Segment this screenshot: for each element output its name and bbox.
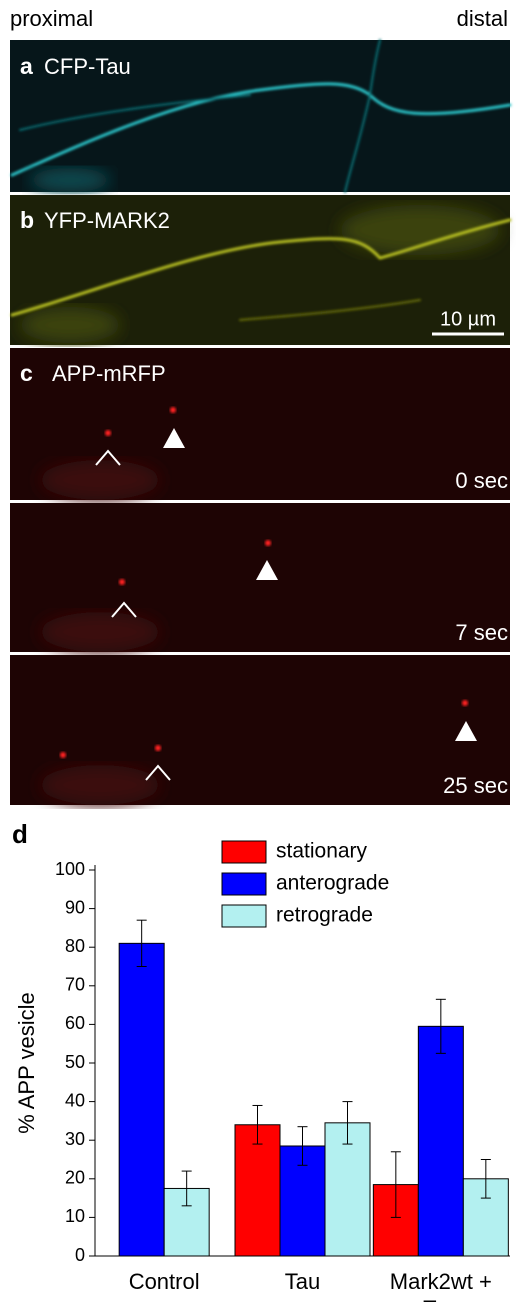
rfp-background [40, 460, 160, 500]
bar [324, 1122, 371, 1257]
bar [234, 1124, 281, 1257]
vesicle [462, 700, 468, 706]
vesicle [155, 745, 161, 751]
y-tick-label: 20 [65, 1168, 85, 1188]
vesicle [265, 540, 271, 546]
x-tick-label: Control [128, 1269, 200, 1294]
time-label: 25 sec [443, 773, 508, 798]
arrowhead-marker [455, 721, 477, 741]
cfp-neurites [10, 39, 512, 193]
proximal-label: proximal [10, 6, 93, 31]
y-axis-label: % APP vesicle [14, 992, 39, 1133]
time-label: 0 sec [455, 468, 508, 493]
rfp-frames: 0 sec 7 sec 25 sec [10, 348, 510, 805]
vesicle [60, 752, 66, 758]
panel-letter: c [20, 360, 33, 386]
caret-marker [145, 764, 171, 781]
panel-title: APP-mRFP [52, 361, 166, 386]
y-tick-label: 100 [55, 859, 85, 879]
caret-marker [111, 601, 137, 618]
bar [118, 942, 165, 1257]
panel-letter: b [20, 207, 34, 233]
yfp-neurites [10, 218, 512, 321]
panel-title: YFP-MARK2 [44, 208, 170, 233]
distal-label: distal [457, 6, 508, 31]
arrowhead-marker [256, 560, 278, 580]
arrowhead-marker [163, 428, 185, 448]
x-tick-label: Tau [284, 1269, 321, 1294]
y-tick-label: 60 [65, 1013, 85, 1033]
panel-letter: a [20, 53, 33, 79]
cfp-image [10, 40, 510, 192]
caret-marker [95, 449, 121, 466]
legend-swatch [221, 872, 267, 896]
y-tick-label: 0 [75, 1245, 85, 1265]
y-tick-label: 50 [65, 1052, 85, 1072]
time-label: 7 sec [455, 620, 508, 645]
x-tick-label: Mark2wt + Tau [389, 1269, 492, 1302]
vesicle [170, 407, 176, 413]
scale-bar-label: 10 µm [440, 308, 496, 330]
y-tick-label: 40 [65, 1090, 85, 1110]
legend-swatch [221, 904, 267, 928]
legend-label: anterograde [276, 872, 389, 895]
vesicle [105, 430, 111, 436]
y-tick-label: 70 [65, 975, 85, 995]
y-tick-label: 10 [65, 1206, 85, 1226]
panel-title: CFP-Tau [44, 54, 131, 79]
vesicle [119, 579, 125, 585]
rfp-background [40, 612, 160, 652]
y-tick-label: 90 [65, 897, 85, 917]
legend-swatch [221, 840, 267, 864]
bar [417, 1025, 464, 1257]
legend-label: retrograde [276, 904, 373, 927]
y-tick-label: 30 [65, 1129, 85, 1149]
panel-letter: d [12, 819, 28, 849]
y-tick-label: 80 [65, 936, 85, 956]
legend-label: stationary [276, 840, 368, 863]
rfp-background [40, 765, 160, 805]
